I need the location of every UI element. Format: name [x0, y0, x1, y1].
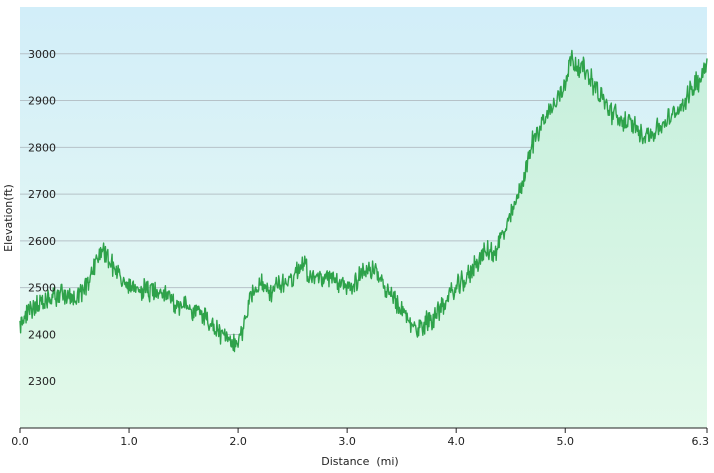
y-tick-label: 2300 [28, 375, 56, 388]
y-axis-ticks: 2300 2400 2500 2600 2700 2800 2900 3000 [28, 48, 56, 388]
y-tick-label: 2400 [28, 328, 56, 341]
x-tick-label: 2.0 [229, 435, 247, 448]
x-tick-label: 6.3 [692, 435, 710, 448]
elevation-line [19, 49, 708, 353]
y-tick-label: 2800 [28, 141, 56, 154]
x-tick-label: 4.0 [447, 435, 465, 448]
y-tick-label: 2600 [28, 235, 56, 248]
x-tick-label: 1.0 [120, 435, 138, 448]
y-tick-label: 2500 [28, 282, 56, 295]
x-tick-label: 0.0 [11, 435, 29, 448]
y-tick-label: 2900 [28, 95, 56, 108]
y-axis-title: Elevation(ft) [2, 184, 15, 252]
elevation-area-fill [20, 50, 707, 428]
x-axis-title: Distance (mi) [321, 455, 398, 468]
y-tick-label: 2700 [28, 188, 56, 201]
x-tick-label: 5.0 [556, 435, 574, 448]
y-tick-label: 3000 [28, 48, 56, 61]
x-tick-label: 3.0 [338, 435, 356, 448]
x-axis-ticks: 0.0 1.0 2.0 3.0 4.0 5.0 6.3 [11, 428, 709, 448]
